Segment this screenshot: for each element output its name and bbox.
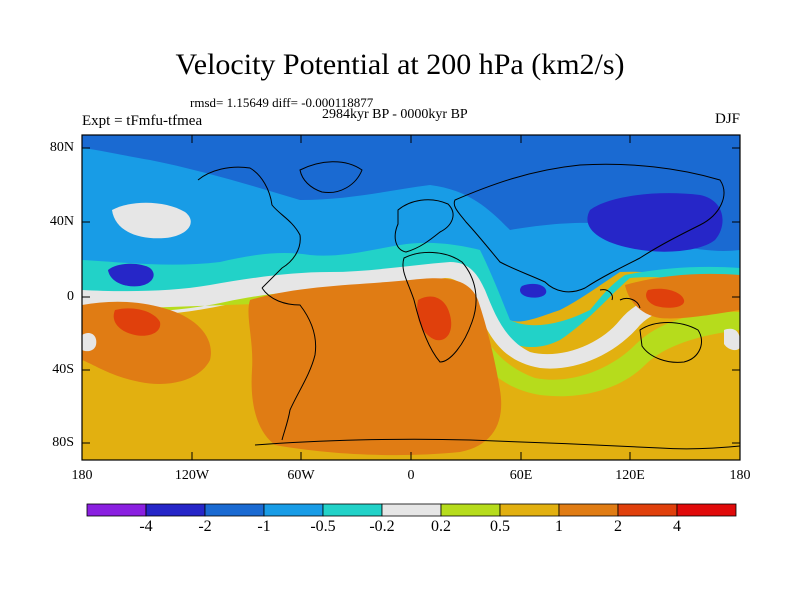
- colorbar-label: 2: [614, 518, 622, 535]
- colorbar-swatch: [263, 503, 324, 517]
- colorbar-label: 4: [673, 518, 681, 535]
- colorbar-swatch: [440, 503, 501, 517]
- contour-field: [82, 135, 740, 460]
- x-label-180w: 180: [71, 468, 93, 483]
- x-label-0: 0: [407, 468, 415, 483]
- coastlines: [197, 161, 740, 450]
- x-label-120e: 120E: [615, 468, 645, 483]
- colorbar-label: -2: [198, 518, 212, 535]
- map-title: Velocity Potential at 200 hPa (km2/s): [175, 48, 625, 81]
- y-label-40s: 40S: [52, 362, 74, 377]
- y-label-80n: 80N: [49, 140, 74, 155]
- colorbar-label: -1: [257, 518, 271, 535]
- colorbar-swatch: [145, 503, 206, 517]
- colorbar-label: -4: [139, 518, 153, 535]
- colorbar-swatch: [499, 503, 560, 517]
- colorbar-label: 1: [555, 518, 563, 535]
- colorbar-label: 0.5: [490, 518, 510, 535]
- season-label: DJF: [714, 111, 740, 127]
- x-label-60e: 60E: [509, 468, 533, 483]
- period-text: 2984kyr BP - 0000kyr BP: [322, 107, 468, 122]
- x-label-60w: 60W: [287, 468, 315, 483]
- colorbar-swatch: [617, 503, 678, 517]
- x-label-120w: 120W: [174, 468, 210, 483]
- y-label-eq: 0: [67, 289, 74, 304]
- y-label-40n: 40N: [49, 214, 74, 229]
- colorbar: [86, 503, 737, 517]
- stats-text: rmsd= 1.15649 diff= -0.000118877: [190, 95, 374, 110]
- colorbar-swatch: [204, 503, 265, 517]
- colorbar-label: -0.5: [310, 518, 336, 535]
- y-ticks: [82, 147, 740, 444]
- x-ticks: [81, 135, 741, 460]
- colorbar-swatch: [381, 503, 442, 517]
- colorbar-label: -0.2: [369, 518, 395, 535]
- colorbar-swatch: [322, 503, 383, 517]
- colorbar-swatch: [676, 503, 737, 517]
- y-label-80s: 80S: [52, 435, 74, 450]
- x-label-180e: 180: [729, 468, 751, 483]
- colorbar-swatch: [86, 503, 147, 517]
- experiment-label: Expt = tFmfu-tfmea: [82, 113, 203, 129]
- colorbar-swatch: [558, 503, 619, 517]
- colorbar-label: 0.2: [431, 518, 451, 535]
